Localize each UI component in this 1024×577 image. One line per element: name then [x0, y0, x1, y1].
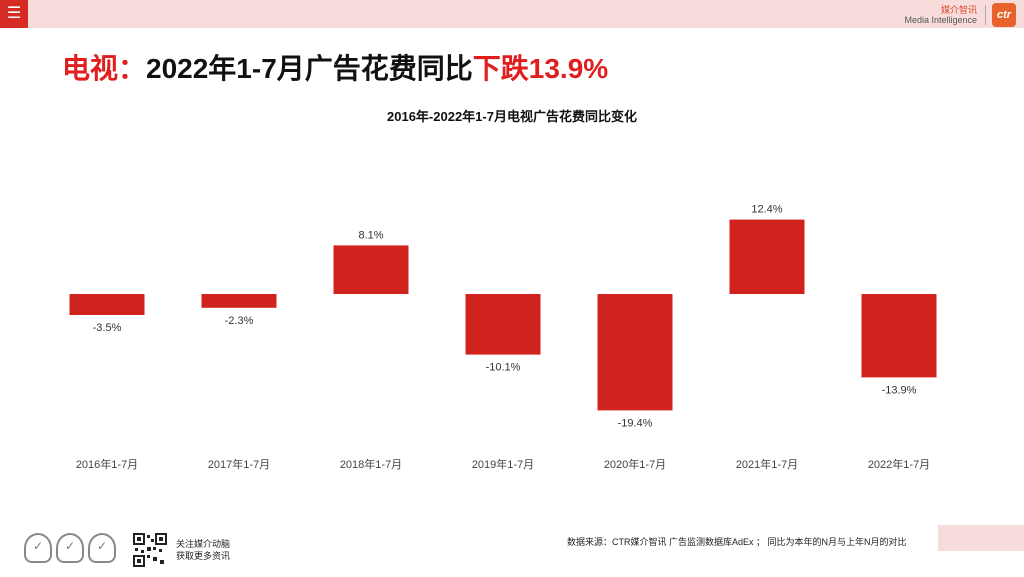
follow-line-2: 获取更多资讯 — [176, 551, 231, 561]
badge-icon — [88, 533, 116, 563]
data-label: 8.1% — [358, 229, 383, 241]
data-label: -19.4% — [618, 417, 653, 429]
footer-bar — [938, 525, 1024, 551]
title-highlight: 下跌13.9% — [472, 53, 609, 84]
data-label: -2.3% — [225, 315, 254, 327]
brand-text: 媒介智讯 Media Intelligence — [904, 5, 977, 26]
x-tick-label: 2019年1-7月 — [472, 457, 534, 471]
x-tick-label: 2018年1-7月 — [340, 457, 402, 471]
top-bar — [0, 0, 1024, 28]
page-title: 电视：2022年1-7月广告花费同比下跌13.9% — [62, 47, 608, 87]
data-source-note: 数据来源：CTR媒介智讯 广告监测数据库AdEx ； 同比为本年的N月与上年N月… — [567, 537, 907, 547]
title-main: 2022年1-7月广告花费同比 — [146, 53, 473, 84]
bar-2022年1-7月 — [861, 294, 937, 378]
brand-divider — [985, 5, 986, 25]
brand-logo-area: 媒介智讯 Media Intelligence ctr — [904, 3, 1016, 27]
follow-line-1: 关注媒介动脑 — [176, 539, 231, 549]
x-tick-label: 2021年1-7月 — [736, 457, 798, 471]
menu-icon[interactable]: ☰ — [0, 0, 28, 28]
x-tick-label: 2016年1-7月 — [76, 457, 138, 471]
certification-badges — [24, 533, 116, 563]
bar-2021年1-7月 — [729, 219, 805, 294]
bar-2016年1-7月 — [69, 294, 145, 315]
x-tick-label: 2020年1-7月 — [604, 457, 666, 471]
title-prefix: 电视： — [62, 53, 147, 84]
x-tick-label: 2017年1-7月 — [208, 457, 270, 471]
brand-name-cn: 媒介智讯 — [940, 4, 977, 15]
data-label: -3.5% — [93, 322, 122, 334]
qr-code-icon — [133, 533, 167, 567]
ctr-logo-icon: ctr — [992, 3, 1016, 27]
data-label: -10.1% — [486, 362, 521, 374]
bar-2017年1-7月 — [201, 294, 277, 308]
badge-icon — [56, 533, 84, 563]
follow-text: 关注媒介动脑 获取更多资讯 — [176, 538, 230, 562]
badge-icon — [24, 533, 52, 563]
brand-name-en: Media Intelligence — [904, 14, 977, 25]
bar-2018年1-7月 — [333, 245, 409, 294]
data-label: -13.9% — [882, 384, 917, 396]
bar-2020年1-7月 — [597, 294, 673, 411]
x-tick-label: 2022年1-7月 — [868, 457, 930, 471]
bar-2019年1-7月 — [465, 294, 541, 355]
data-label: 12.4% — [751, 204, 782, 216]
chart-title: 2016年-2022年1-7月电视广告花费同比变化 — [387, 109, 637, 124]
